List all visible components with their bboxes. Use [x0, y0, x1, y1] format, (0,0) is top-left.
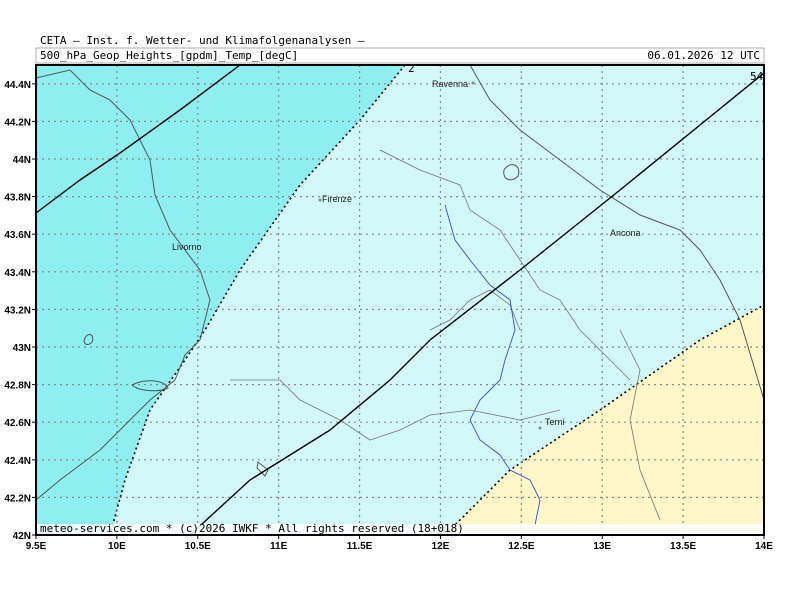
city-label: Ravenna	[432, 79, 468, 89]
y-tick-label: 44.4N	[4, 80, 31, 91]
y-tick-label: 42N	[13, 531, 31, 542]
city-dot	[471, 81, 475, 85]
x-tick-label: 12.5E	[508, 541, 534, 552]
x-tick-label: 14E	[755, 541, 773, 552]
coastline	[469, 64, 765, 401]
y-tick-label: 42.4N	[4, 456, 31, 467]
x-tick-label: 12E	[432, 541, 450, 552]
height-contour	[189, 72, 765, 536]
header-box	[35, 47, 765, 64]
region-cold	[36, 65, 405, 535]
footer-box	[36, 524, 764, 535]
y-tick-label: 43N	[13, 343, 31, 354]
admin-border	[230, 149, 661, 521]
y-tick-label: 43.6N	[4, 230, 31, 241]
y-tick-label: 42.2N	[4, 493, 31, 504]
x-tick-label: 13E	[593, 541, 611, 552]
x-tick-label: 10E	[108, 541, 126, 552]
header-date: 06.01.2026 12 UTC	[647, 49, 760, 62]
y-tick-label: 44.2N	[4, 117, 31, 128]
map-area: Ravenna Firenze Livorno Ancona Terni 2 5…	[35, 62, 765, 537]
y-tick-label: 42.8N	[4, 381, 31, 392]
contour-label: 54	[750, 70, 764, 83]
river	[444, 204, 541, 526]
x-tick-label: 10.5E	[185, 541, 211, 552]
footer: meteo-services.com * (c)2026 IWKF * All …	[40, 522, 464, 535]
city-dot	[538, 426, 542, 430]
header-subtitle: 500_hPa_Geop_Heights_[gpdm]_Temp_[degC]	[40, 49, 298, 62]
header-title: CETA — Inst. f. Wetter- und Klimafolgena…	[40, 34, 365, 47]
x-tick-label: 9.5E	[26, 541, 47, 552]
y-tick-label: 42.6N	[4, 418, 31, 429]
grid	[35, 65, 765, 536]
y-tick-label: 43.2N	[4, 305, 31, 316]
city-label: Firenze	[322, 194, 352, 204]
coastline	[83, 164, 520, 477]
city-label: Terni	[545, 417, 565, 427]
contour-label: 2	[408, 62, 415, 75]
temperature-contour	[109, 64, 406, 536]
x-tick-label: 11.5E	[347, 541, 373, 552]
height-contour	[35, 64, 241, 214]
y-tick-label: 43.4N	[4, 268, 31, 279]
temperature-contour	[444, 304, 765, 536]
city-dot	[318, 198, 322, 202]
city-label: Livorno	[172, 242, 202, 252]
y-tick-label: 44N	[13, 155, 31, 166]
coastline	[35, 69, 211, 501]
map-frame	[35, 64, 765, 536]
y-tick-label: 43.8N	[4, 193, 31, 204]
x-tick-label: 11E	[270, 541, 288, 552]
x-tick-label: 13.5E	[670, 541, 696, 552]
city-label: Ancona	[610, 228, 641, 238]
